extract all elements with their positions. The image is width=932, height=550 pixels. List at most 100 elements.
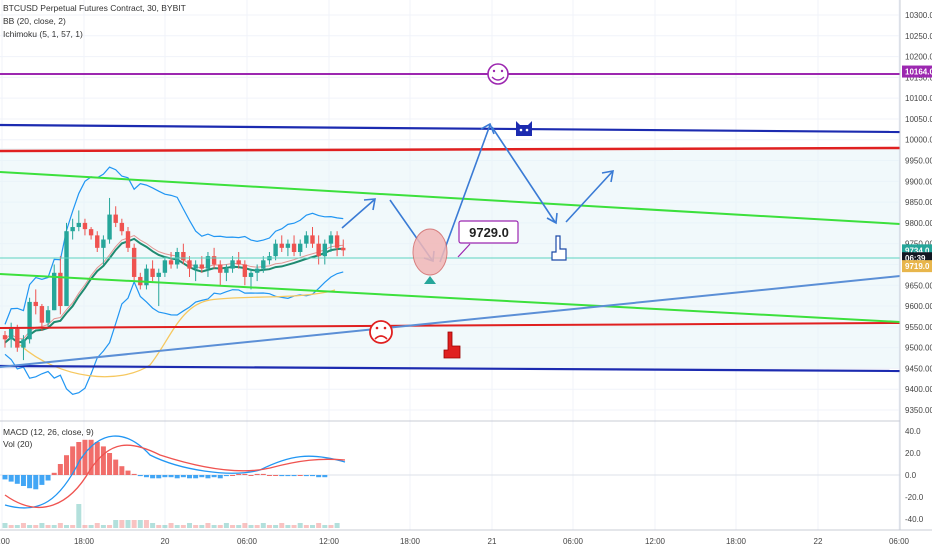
drawings: 9729.0 xyxy=(0,63,901,373)
candle xyxy=(279,243,284,248)
volume-bar xyxy=(143,520,149,528)
macd-histogram-bar xyxy=(291,475,297,477)
volume-bar xyxy=(70,525,76,528)
candle xyxy=(341,247,346,251)
candle xyxy=(113,214,118,223)
candle xyxy=(8,328,14,340)
candle xyxy=(21,339,26,348)
candle xyxy=(58,272,63,307)
candle xyxy=(101,239,106,248)
price-tick-label: 9750.00 xyxy=(905,240,932,249)
macd-histogram-bar xyxy=(88,439,94,475)
time-tick-label: 18:00 xyxy=(400,537,421,546)
volume-bar xyxy=(137,520,143,528)
volume-bar xyxy=(322,525,328,528)
volume-bar xyxy=(316,523,322,528)
time-tick-label: 22 xyxy=(814,537,823,546)
volume-bar xyxy=(291,525,297,528)
callout-box xyxy=(458,220,519,244)
indicator-vol-label: Vol (20) xyxy=(3,439,33,449)
candle xyxy=(236,260,241,265)
volume-bar xyxy=(45,525,51,528)
candle xyxy=(76,222,81,228)
volume-bar xyxy=(205,523,211,528)
candle xyxy=(242,264,248,277)
macd-histogram-bar xyxy=(113,459,119,475)
indicator-macd-label: MACD (12, 26, close, 9) xyxy=(3,427,94,437)
macd-histogram-bar xyxy=(279,475,285,477)
candle xyxy=(107,214,112,240)
price-tag xyxy=(902,260,932,273)
price-tick-label: 9550.00 xyxy=(905,323,932,332)
macd-histogram-bar xyxy=(254,473,260,475)
volume-bar xyxy=(310,525,315,528)
price-tick-label: 9350.00 xyxy=(905,406,932,415)
candle xyxy=(291,243,297,252)
up-triangle-icon xyxy=(424,276,436,284)
volume-bar xyxy=(94,523,100,528)
macd-histogram-bar xyxy=(248,475,254,476)
volume-bar xyxy=(248,525,254,528)
time-tick-label: 12:00 xyxy=(645,537,666,546)
volume-bar xyxy=(131,520,137,528)
indicator-ichimoku-label: Ichimoku (5, 1, 57, 1) xyxy=(3,29,83,39)
macd-histogram-bar xyxy=(187,475,192,479)
volume-bar xyxy=(211,525,217,528)
macd-signal-line xyxy=(4,444,346,509)
volume-bar xyxy=(230,525,236,528)
price-tick-label: 9850.00 xyxy=(905,198,932,207)
candle xyxy=(119,222,125,232)
price-tick-label: 9400.00 xyxy=(905,385,932,394)
candle xyxy=(27,301,32,340)
price-tick-label: 9800.00 xyxy=(905,219,932,228)
volume-bar xyxy=(39,523,45,528)
volume-bar xyxy=(279,523,285,528)
projection-arrow-1 xyxy=(341,199,375,229)
candle xyxy=(322,243,327,257)
volume-bar xyxy=(223,523,229,528)
trend-line xyxy=(0,275,901,368)
smiley-icon xyxy=(487,63,509,85)
price-tick-label: 10050.00 xyxy=(905,115,932,124)
macd-tick-label: -40.0 xyxy=(905,515,924,524)
macd-histogram-bar xyxy=(199,475,205,478)
time-tick-label: 18:00 xyxy=(726,537,747,546)
cat-eye xyxy=(525,128,529,132)
volume-bar xyxy=(14,525,20,528)
volume-bar xyxy=(236,525,242,528)
candle xyxy=(224,268,229,273)
macd-histogram-bar xyxy=(76,442,82,475)
candle xyxy=(248,272,254,277)
candle xyxy=(82,222,88,230)
price-tag-label: 9734.0 xyxy=(905,246,930,255)
time-axis[interactable]: 2:00 18:00 20 06:00 12:00 18:00 21 06:00 12:00 18… xyxy=(0,529,932,550)
candle xyxy=(70,227,75,232)
macd-histogram-bar xyxy=(94,442,100,475)
candle xyxy=(273,243,278,257)
arrow-head xyxy=(363,198,376,211)
macd-histogram-bar xyxy=(230,475,236,476)
candle xyxy=(218,264,223,273)
indicator-bb-label: BB (20, close, 2) xyxy=(3,16,66,26)
candle xyxy=(187,260,192,269)
macd-tick-label: 0.0 xyxy=(905,471,917,480)
candle xyxy=(211,256,217,265)
price-tick-label: 10200.00 xyxy=(905,53,932,62)
macd-histogram-bar xyxy=(143,475,149,478)
macd-histogram-bar xyxy=(82,439,88,475)
volume-bar xyxy=(125,520,131,528)
volume-bar xyxy=(168,523,174,528)
volume-bar xyxy=(119,520,125,528)
chart-title: BTCUSD Perpetual Futures Contract, 30, B… xyxy=(3,3,186,13)
price-tick-label: 9650.00 xyxy=(905,281,932,290)
candle xyxy=(205,256,211,269)
macd-histogram-bar xyxy=(193,475,199,479)
price-tick-label: 10300.00 xyxy=(905,11,932,20)
volume-bar xyxy=(27,525,33,528)
candle xyxy=(304,235,309,244)
volume-bar xyxy=(334,523,340,528)
price-axis[interactable]: 10300.00 10250.00 10200.00 10150.00 10100.00… xyxy=(899,0,932,530)
macd-histogram-bar xyxy=(174,475,180,479)
macd-histogram-bar xyxy=(119,466,125,475)
